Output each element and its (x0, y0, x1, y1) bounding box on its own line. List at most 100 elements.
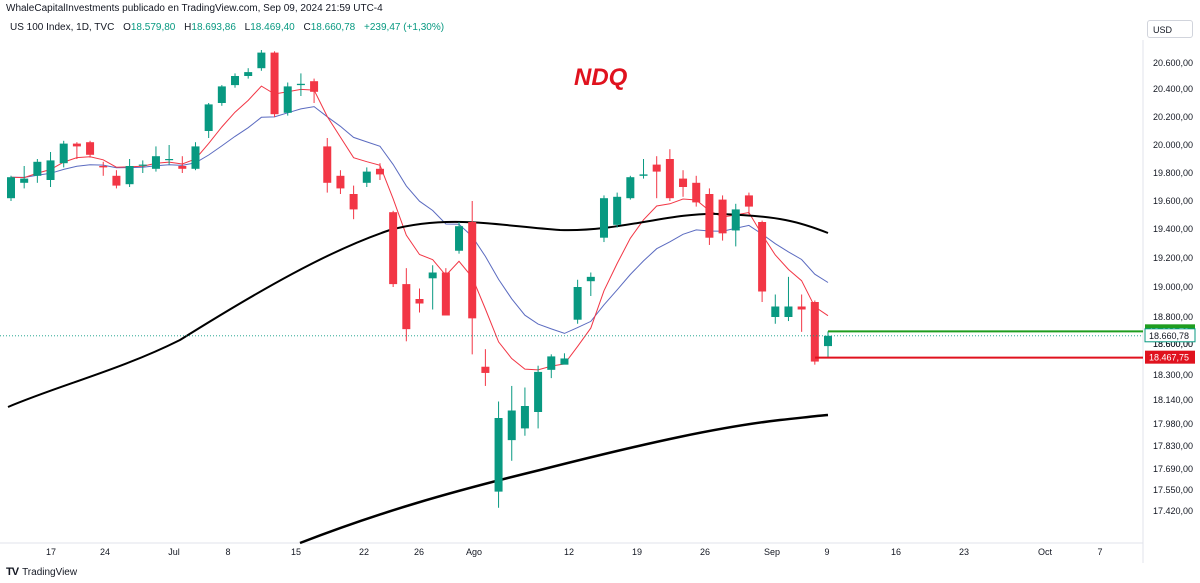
candle-body (455, 226, 464, 251)
candle-body (349, 194, 358, 210)
candle (573, 279, 582, 324)
price-tick-label: 20.000,00 (1153, 140, 1193, 150)
candle (652, 156, 661, 199)
candle-body (217, 86, 226, 103)
close-label: C (303, 22, 311, 33)
time-tick-label: 12 (564, 547, 574, 557)
price-tick-label: 18.600,00 (1153, 339, 1193, 349)
candle-body (599, 198, 608, 238)
candle-body (72, 143, 81, 147)
price-tick-label: 19.000,00 (1153, 282, 1193, 292)
candle-body (731, 209, 740, 231)
candle (33, 159, 42, 183)
symbol-name[interactable]: US 100 Index, 1D, TVC (10, 22, 115, 33)
candle (336, 170, 345, 194)
candle-body (547, 356, 556, 370)
time-tick-label: 16 (891, 547, 901, 557)
change-value: +239,47 (+1,30%) (364, 22, 445, 33)
time-tick-label: Oct (1038, 547, 1053, 557)
candle-body (415, 299, 424, 304)
candle-body (468, 222, 477, 319)
candle-body (125, 166, 134, 185)
candle-body (231, 76, 240, 86)
time-tick-label: 15 (291, 547, 301, 557)
candle-body (151, 156, 160, 169)
chart-annotation-title: NDQ (574, 64, 628, 91)
currency-badge[interactable]: USD (1147, 20, 1193, 38)
price-tick-label: 20.600,00 (1153, 58, 1193, 68)
candle (191, 142, 200, 171)
candle (560, 353, 569, 365)
support-price-label-bg (1145, 350, 1195, 364)
candle (375, 163, 384, 180)
time-tick-label: 23 (959, 547, 969, 557)
candle-body (7, 177, 15, 199)
candle-body (784, 306, 793, 317)
price-tick-label: 18.600,00 (1153, 339, 1193, 349)
price-tick-label: 18.800,00 (1153, 312, 1193, 322)
candle-body (626, 177, 635, 199)
candle (178, 156, 187, 173)
candle-body (296, 83, 305, 86)
candle-body (744, 195, 753, 207)
candle (679, 170, 688, 197)
candle (283, 82, 292, 116)
candle (494, 401, 503, 508)
candle (7, 175, 15, 201)
candle-body (679, 178, 688, 187)
candle-body (613, 196, 622, 225)
ma-200-line (299, 413, 829, 545)
candle-body (46, 160, 55, 180)
candle-body (138, 164, 147, 166)
price-tick-label: 17.690,00 (1153, 464, 1193, 474)
candle-body (771, 306, 780, 317)
candle (771, 294, 780, 324)
candle-body (178, 166, 187, 169)
candle (362, 167, 371, 187)
candle-body (402, 284, 411, 330)
candle-body (692, 182, 701, 203)
candle (810, 300, 819, 365)
candle-body (389, 212, 398, 285)
last-price-label-bg (1144, 328, 1196, 343)
candle-body (652, 164, 661, 172)
support-price-label: 18.467,75 (1149, 353, 1189, 363)
candle (138, 160, 147, 173)
candle-body (507, 410, 516, 441)
candle (99, 161, 108, 176)
candle (507, 385, 516, 461)
open-label: O (123, 22, 131, 33)
candle (731, 203, 740, 247)
last-price-label: 18.660,78 (1149, 331, 1189, 341)
time-tick-label: 8 (225, 547, 230, 557)
candle (257, 50, 266, 71)
candle-body (191, 146, 200, 169)
candle (270, 51, 279, 117)
candle-body (573, 287, 582, 320)
time-tick-label: Ago (466, 547, 482, 557)
tradingview-brand[interactable]: TV TradingView (6, 566, 77, 578)
price-tick-label: 19.400,00 (1153, 224, 1193, 234)
candle-body (586, 276, 595, 282)
brand-name: TradingView (22, 566, 78, 578)
candle (626, 175, 635, 200)
candle-body (481, 366, 490, 373)
candle (784, 276, 793, 322)
candle-body (560, 358, 569, 365)
candle (86, 140, 95, 158)
ema-mid-line (10, 106, 829, 334)
candle (323, 138, 332, 193)
candle (599, 195, 608, 243)
candle (151, 146, 160, 172)
symbol-legend: US 100 Index, 1D, TVC O18.579,80 H18.693… (10, 22, 444, 33)
candle (718, 195, 727, 241)
candle (547, 354, 556, 379)
candle (217, 85, 226, 106)
candle (468, 201, 477, 355)
time-tick-label: 17 (46, 547, 56, 557)
candle-body (33, 161, 42, 176)
candle (72, 142, 81, 159)
candle (534, 365, 543, 429)
candle-body (323, 146, 332, 183)
